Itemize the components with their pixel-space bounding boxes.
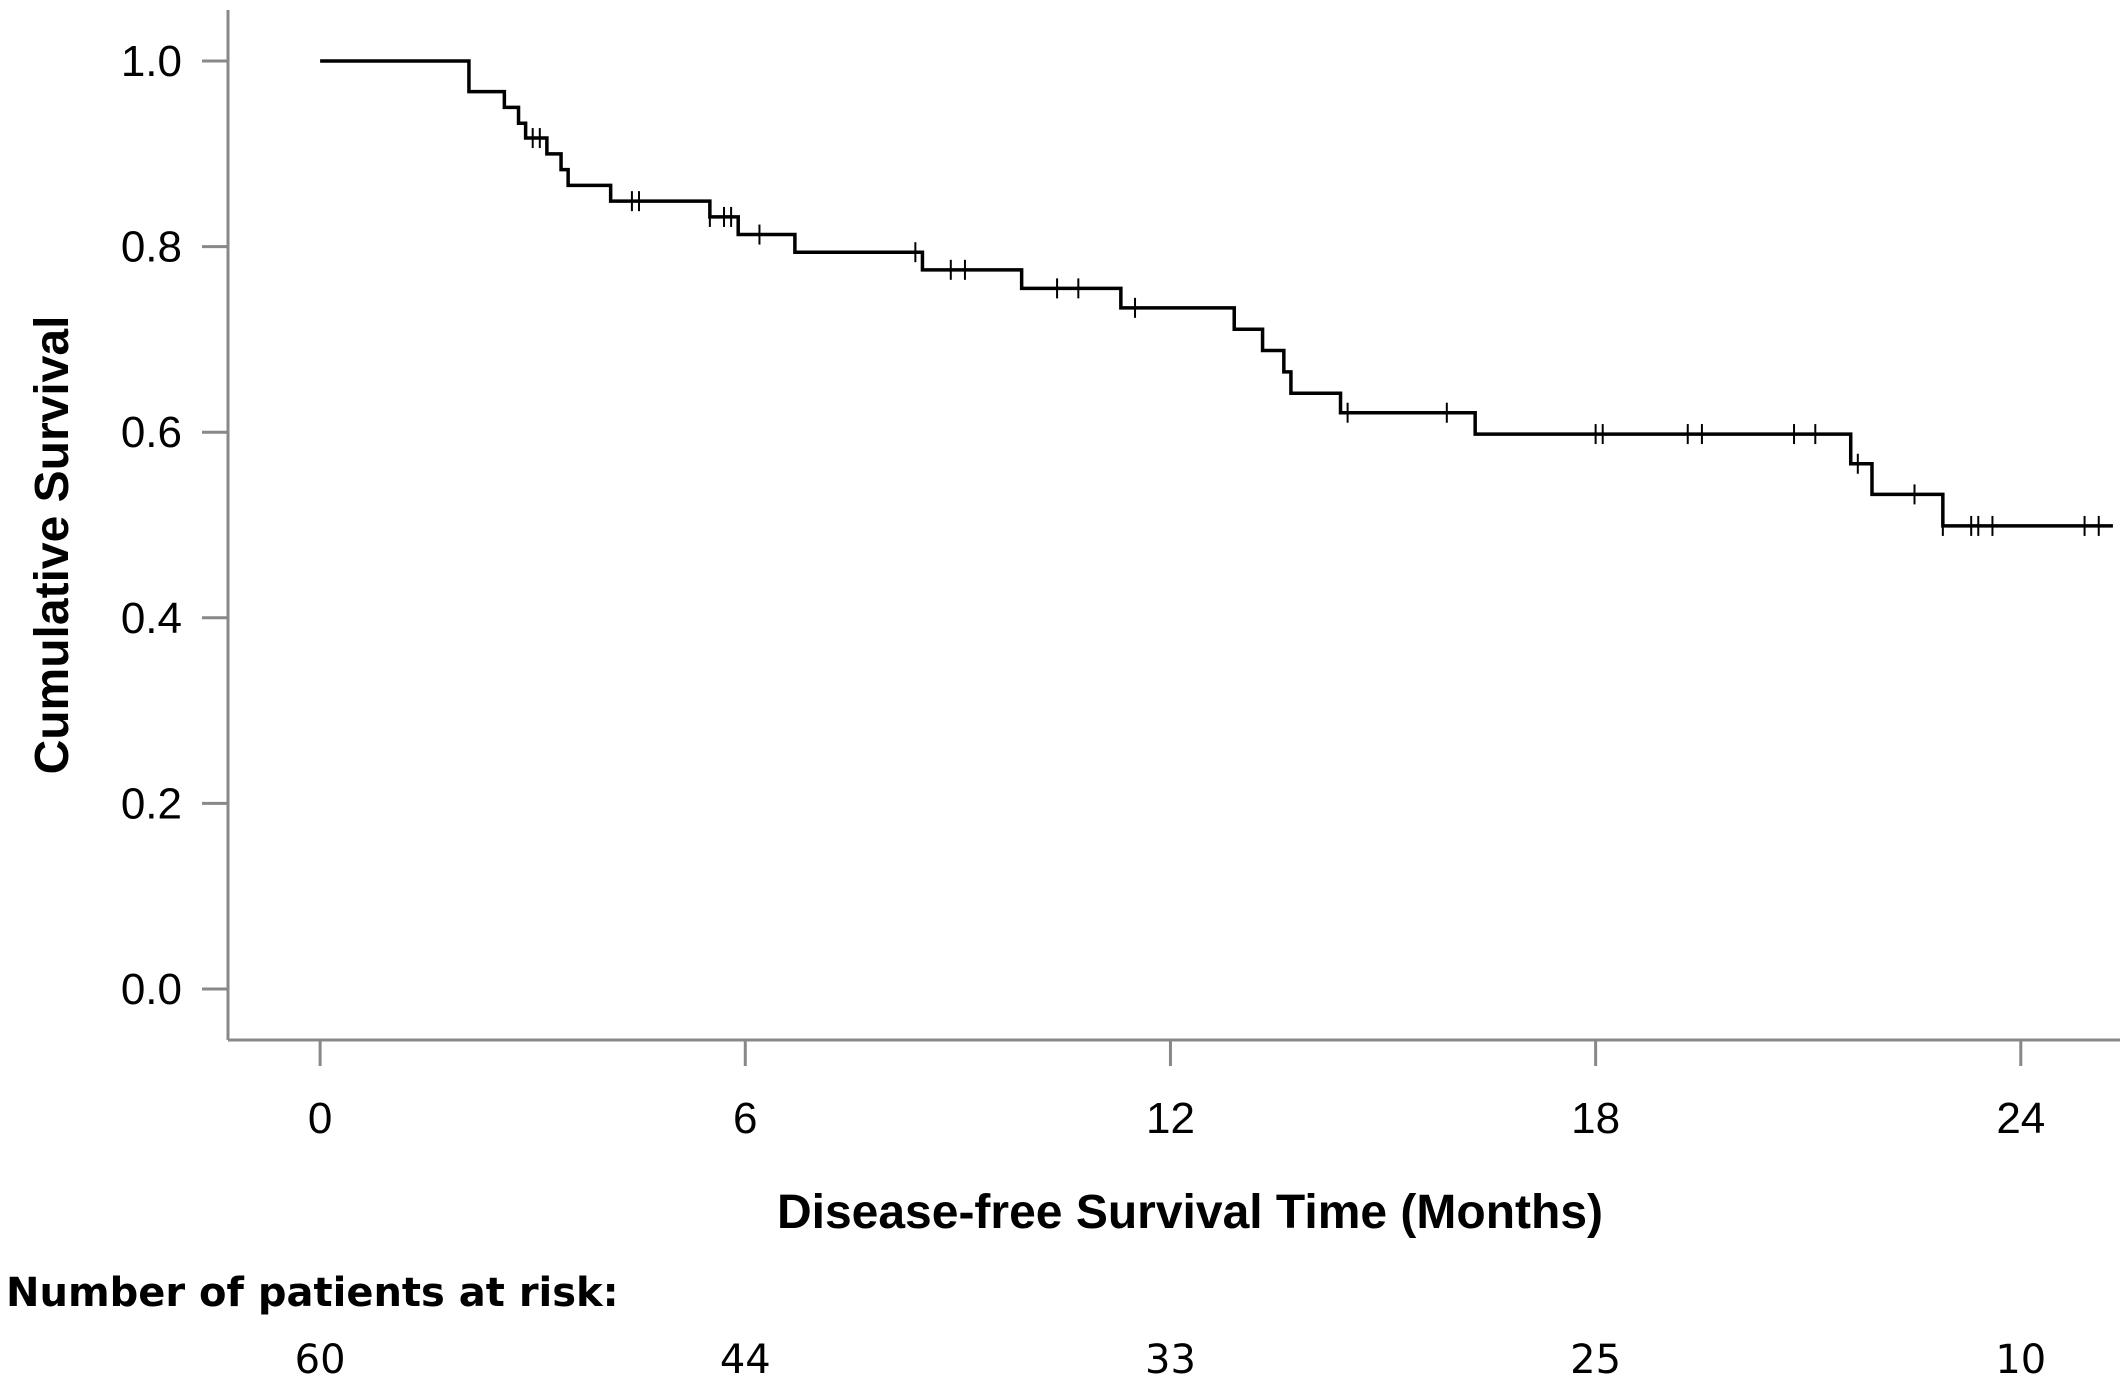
y-tick-label: 0.6 — [121, 408, 182, 457]
y-tick-label: 0.0 — [121, 965, 182, 1014]
at-risk-count: 33 — [1145, 1337, 1196, 1383]
x-tick-label: 18 — [1571, 1094, 1620, 1143]
x-tick-label: 12 — [1146, 1094, 1195, 1143]
y-axis-ticks: 0.0 0.2 0.4 0.6 0.8 1.0 — [121, 37, 228, 1014]
y-tick-label: 0.4 — [121, 594, 182, 643]
axes — [226, 10, 2120, 1042]
at-risk-count: 44 — [720, 1337, 771, 1383]
survival-step-line — [320, 59, 2113, 528]
at-risk-counts: 60 44 33 25 10 — [295, 1337, 2047, 1383]
y-tick-label: 0.8 — [121, 223, 182, 272]
x-axis-title: Disease-free Survival Time (Months) — [777, 1186, 1603, 1239]
y-tick-label: 1.0 — [121, 37, 182, 86]
x-tick-label: 24 — [1996, 1094, 2045, 1143]
at-risk-count: 25 — [1570, 1337, 1621, 1383]
at-risk-title: Number of patients at risk: — [6, 1270, 619, 1316]
survival-curve — [320, 59, 2113, 528]
at-risk-count: 10 — [1995, 1337, 2046, 1383]
x-tick-label: 6 — [733, 1094, 757, 1143]
x-tick-label: 0 — [308, 1094, 332, 1143]
censor-marks — [531, 128, 2100, 536]
x-axis-ticks: 0 6 12 18 24 — [308, 1040, 2045, 1143]
at-risk-count: 60 — [295, 1337, 346, 1383]
y-tick-label: 0.2 — [121, 779, 182, 828]
y-axis-title: Cumulative Survival — [26, 316, 79, 775]
